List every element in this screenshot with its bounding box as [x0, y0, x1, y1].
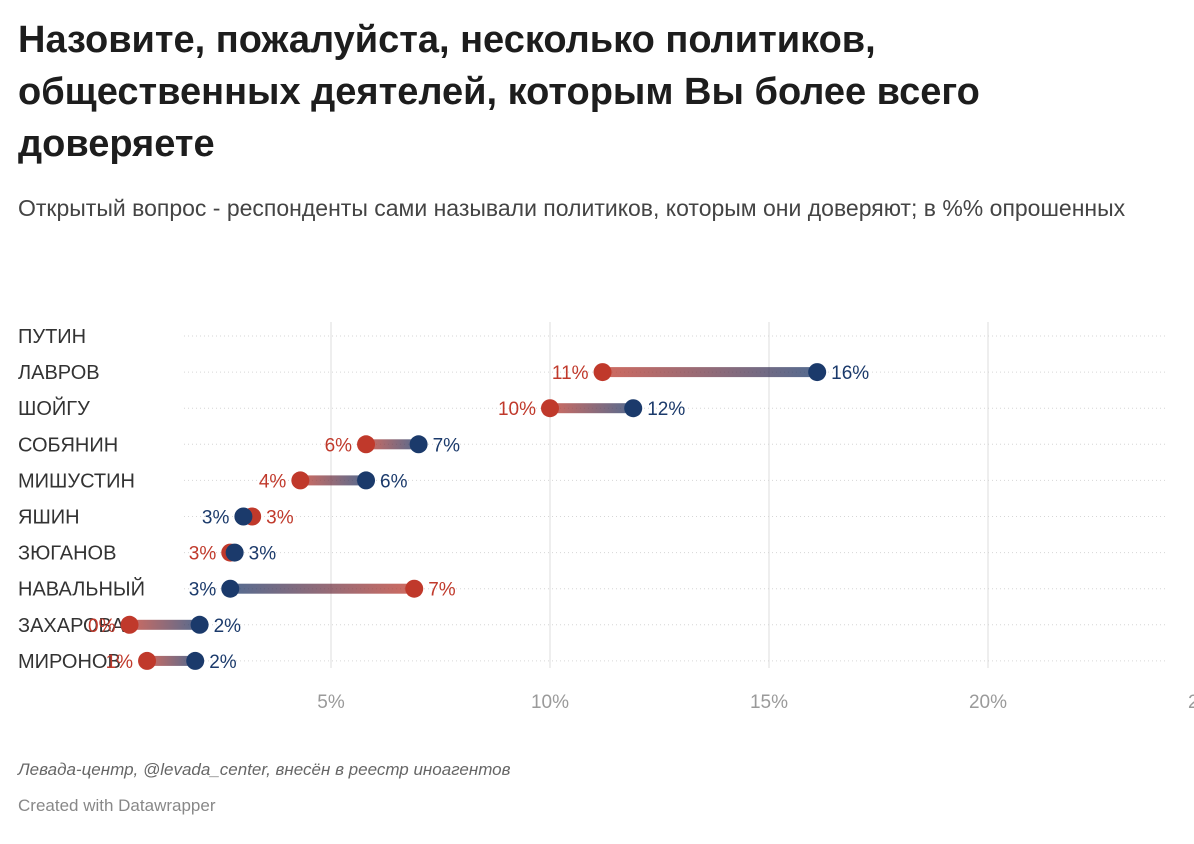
apr21-point: [593, 363, 612, 382]
dumbbell-chart: ПУТИН28%40%ЛАВРОВ11%16%ШОЙГУ10%12%СОБЯНИ…: [18, 322, 1194, 713]
apr21-point: [120, 615, 139, 634]
category-label: МИРОНОВ: [18, 651, 121, 673]
apr21-value-label: 11%: [552, 363, 589, 384]
credit-note: Created with Datawrapper: [18, 796, 216, 815]
x-tick-label: 10%: [531, 692, 569, 713]
jun22-value-label: 16%: [831, 363, 869, 384]
apr21-value-label: 3%: [189, 544, 217, 565]
rows-layer: ПУТИН28%40%ЛАВРОВ11%16%ШОЙГУ10%12%СОБЯНИ…: [18, 326, 869, 673]
x-tick-label: 25%: [1188, 692, 1194, 713]
apr21-value-label: 4%: [259, 471, 287, 492]
jun22-value-label: 3%: [202, 508, 230, 529]
apr21-value-label: 7%: [428, 580, 456, 601]
source-note: Левада-центр, @levada_center, внесён в р…: [18, 760, 511, 779]
jun22-point: [624, 399, 643, 418]
jun22-point: [234, 507, 253, 526]
category-label: ЗАХАРОВА: [18, 615, 125, 637]
jun22-point: [357, 471, 376, 490]
category-label: ЗЮГАНОВ: [18, 543, 116, 565]
jun22-point: [186, 651, 205, 670]
connector-bar: [550, 403, 634, 414]
connector-bar: [147, 655, 196, 666]
chart-title: Назовите, пожалуйста, несколько политико…: [18, 19, 980, 165]
x-tick-label: 20%: [969, 692, 1007, 713]
jun22-point: [225, 543, 244, 562]
category-label: ПУТИН: [18, 326, 86, 348]
apr21-point: [138, 651, 157, 670]
apr21-value-label: 1%: [106, 652, 134, 673]
apr21-value-label: 6%: [325, 435, 353, 456]
connector-bar: [300, 475, 367, 486]
category-label: ЛАВРОВ: [18, 362, 100, 384]
jun22-point: [808, 363, 827, 382]
x-axis: 5%10%15%20%25%30%35%40%: [317, 692, 1194, 713]
jun22-value-label: 2%: [209, 652, 237, 673]
x-tick-label: 5%: [317, 692, 345, 713]
apr21-point: [405, 579, 424, 598]
jun22-value-label: 3%: [189, 580, 217, 601]
apr21-value-label: 0%: [88, 616, 116, 637]
jun22-value-label: 12%: [647, 399, 685, 420]
jun22-point: [190, 615, 209, 634]
category-label: МИШУСТИН: [18, 470, 135, 492]
x-tick-label: 15%: [750, 692, 788, 713]
jun22-value-label: 2%: [214, 616, 242, 637]
category-label: ШОЙГУ: [18, 396, 90, 420]
jun22-point: [221, 579, 240, 598]
chart-subtitle: Открытый вопрос - респонденты сами назыв…: [18, 195, 1126, 221]
category-label: СОБЯНИН: [18, 434, 118, 456]
apr21-point: [357, 435, 376, 454]
connector-bar: [366, 439, 419, 450]
connector-bar: [230, 583, 415, 594]
jun22-point: [409, 435, 428, 454]
jun22-value-label: 6%: [380, 471, 408, 492]
apr21-point: [541, 399, 559, 418]
apr21-value-label: 3%: [266, 508, 294, 529]
connector-bar: [602, 367, 818, 378]
apr21-point: [291, 471, 310, 490]
apr21-value-label: 10%: [498, 399, 536, 420]
connector-bar: [129, 619, 200, 630]
category-label: НАВАЛЬНЫЙ: [18, 577, 145, 601]
jun22-value-label: 7%: [433, 435, 461, 456]
category-label: ЯШИН: [18, 507, 80, 529]
jun22-value-label: 3%: [249, 544, 277, 565]
